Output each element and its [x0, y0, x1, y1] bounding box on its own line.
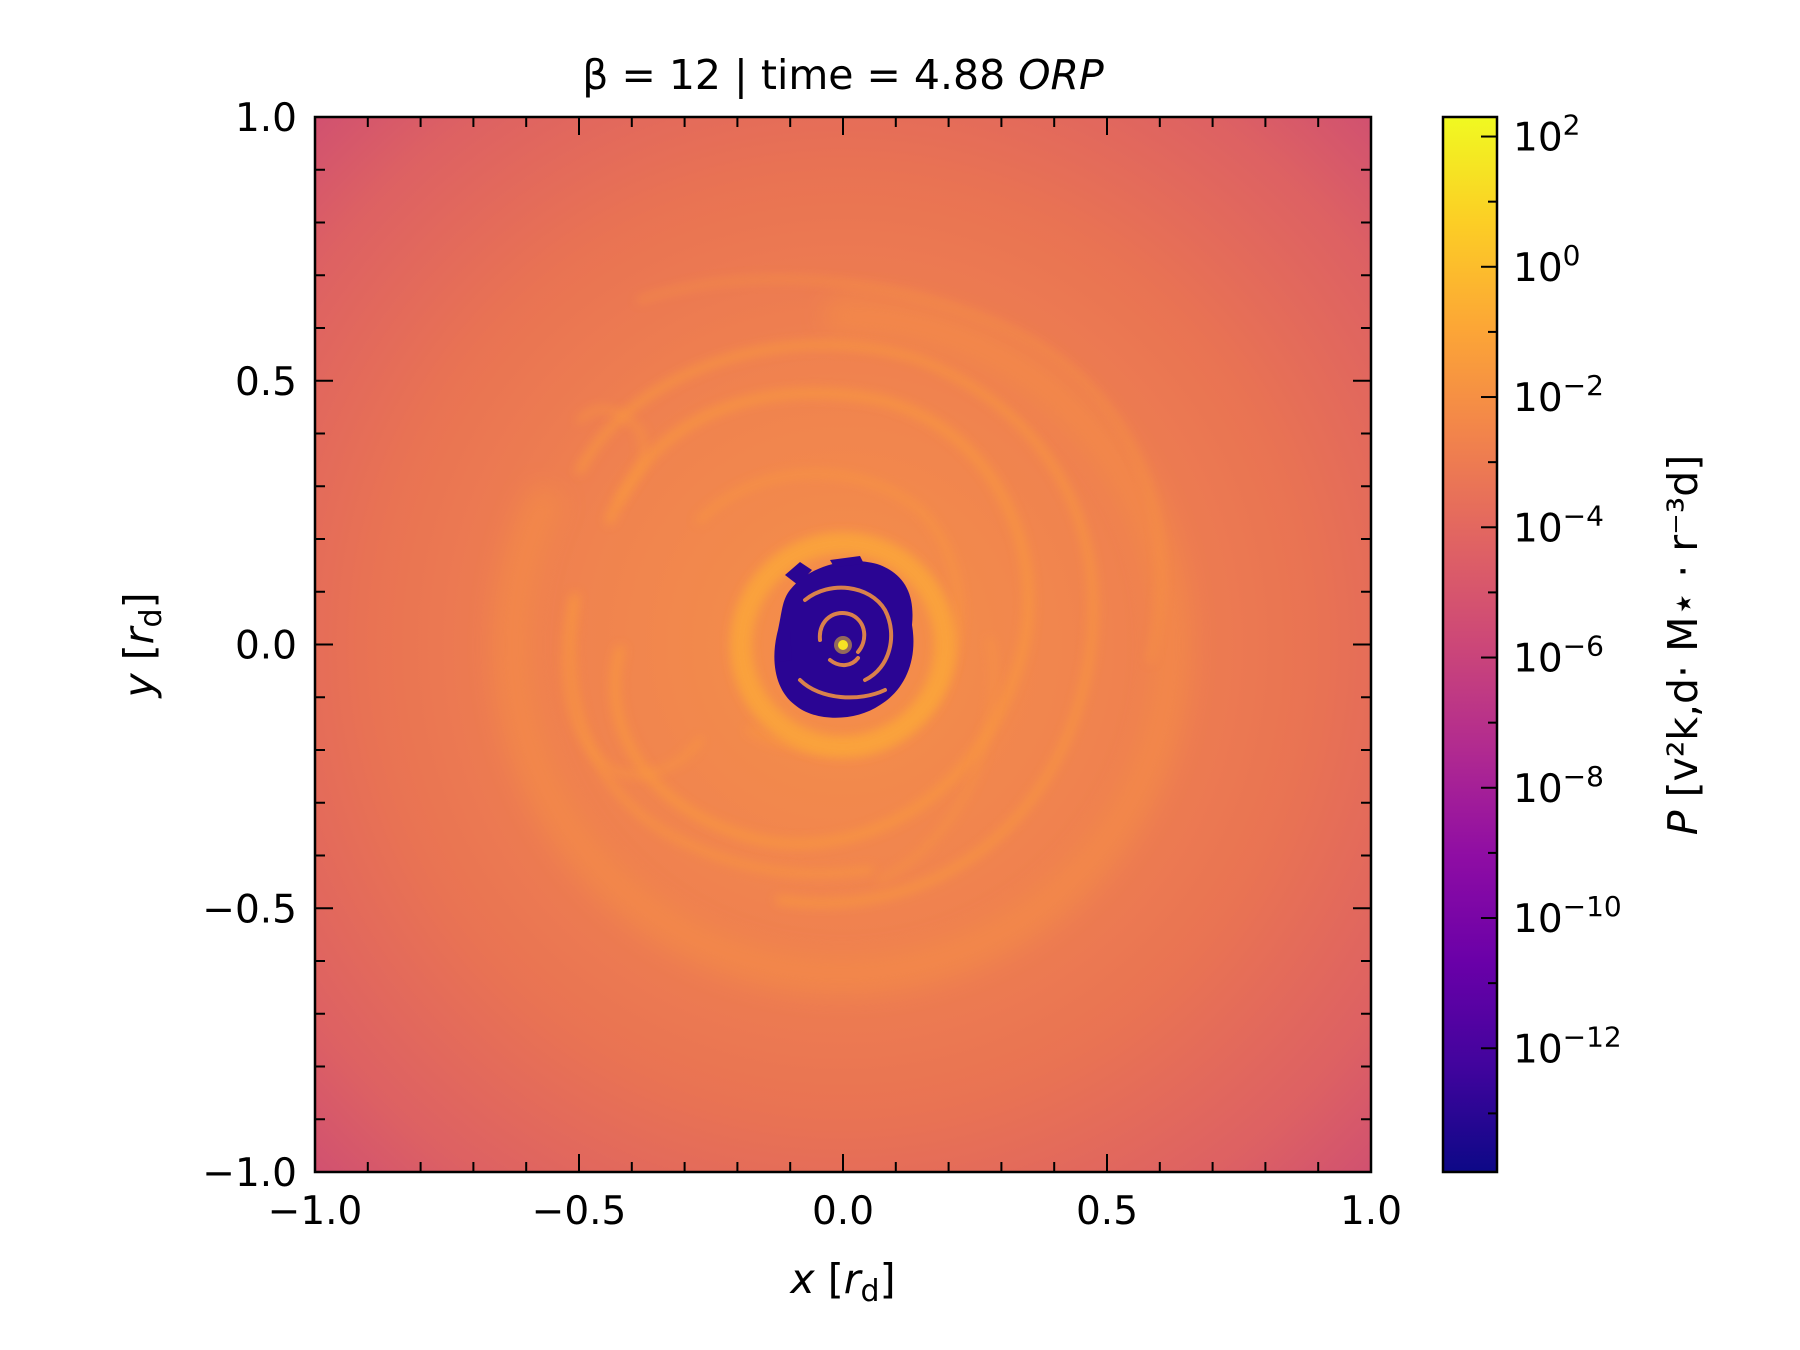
y-tick-label: 0.5	[235, 360, 297, 405]
x-tick-label: 0.0	[812, 1189, 874, 1234]
y-axis-label: y [rd]	[115, 592, 169, 699]
colorbar-tick-labels: 102 100 10−2 10−4 10−6 10−8 10−10 10−12	[1513, 109, 1622, 1073]
cavity-fragment-2	[778, 632, 792, 662]
x-tick-label: 0.5	[1076, 1189, 1138, 1234]
central-core-glow	[834, 636, 852, 654]
x-tick-label: −0.5	[532, 1189, 627, 1234]
spiral-arm-6	[576, 405, 648, 504]
y-axis-tick-labels: −1.0 −0.5 0.0 0.5 1.0	[202, 96, 297, 1196]
colorbar-ticks	[1481, 135, 1497, 1115]
colorbar-tick-label: 100	[1513, 239, 1580, 291]
colorbar-tick-label: 10−8	[1513, 760, 1604, 812]
cavity-streak-3	[798, 678, 887, 700]
inner-cavity	[774, 556, 914, 718]
y-axis-ticks	[315, 116, 1371, 1173]
spiral-arms	[491, 276, 1192, 995]
y-tick-label: 1.0	[235, 96, 297, 141]
spiral-arm-4	[568, 596, 874, 878]
cavity-fragment-3	[830, 556, 864, 567]
colorbar: 102 100 10−2 10−4 10−6 10−8 10−10 10−12 P [v²k,…	[1441, 109, 1707, 1174]
cavity-streaks	[798, 585, 894, 700]
inner-ring	[730, 532, 956, 758]
colorbar-tick-label: 10−12	[1513, 1020, 1622, 1072]
colorbar-tick-label: 10−10	[1513, 890, 1622, 942]
x-tick-label: −1.0	[268, 1189, 363, 1234]
x-axis-label: x [rd]	[788, 1255, 895, 1309]
colorbar-gradient	[1441, 115, 1499, 1174]
y-tick-label: 0.0	[235, 624, 297, 669]
spiral-arm-3	[575, 340, 1098, 908]
heatmap-image	[315, 117, 1371, 1172]
colorbar-tick-label: 102	[1513, 109, 1580, 161]
cavity-streak-2	[817, 611, 867, 654]
x-axis-tick-labels: −1.0 −0.5 0.0 0.5 1.0	[268, 1189, 1402, 1234]
spiral-arm-1	[491, 295, 1192, 995]
cavity-streak-1	[803, 585, 894, 682]
x-axis-ticks	[314, 117, 1372, 1172]
spiral-arm-5	[562, 591, 704, 779]
colorbar-tick-label: 10−6	[1513, 630, 1604, 682]
spiral-arm-2	[605, 388, 1034, 849]
spiral-arm-9	[637, 276, 1164, 663]
cavity-streak-4	[828, 656, 860, 667]
x-tick-label: 1.0	[1340, 1189, 1402, 1234]
spiral-arm-8	[877, 637, 998, 883]
colorbar-tick-label: 10−2	[1513, 369, 1604, 421]
y-tick-label: −0.5	[202, 887, 297, 932]
colorbar-label: P [v²k,d· M⋆ · r⁻³d]	[1659, 455, 1707, 835]
colorbar-tick-label: 10−4	[1513, 499, 1604, 551]
y-tick-label: −1.0	[202, 1151, 297, 1196]
chart-title: β = 12 | time = 4.88 ORP	[582, 51, 1104, 99]
cavity-fragment-1	[785, 562, 812, 585]
